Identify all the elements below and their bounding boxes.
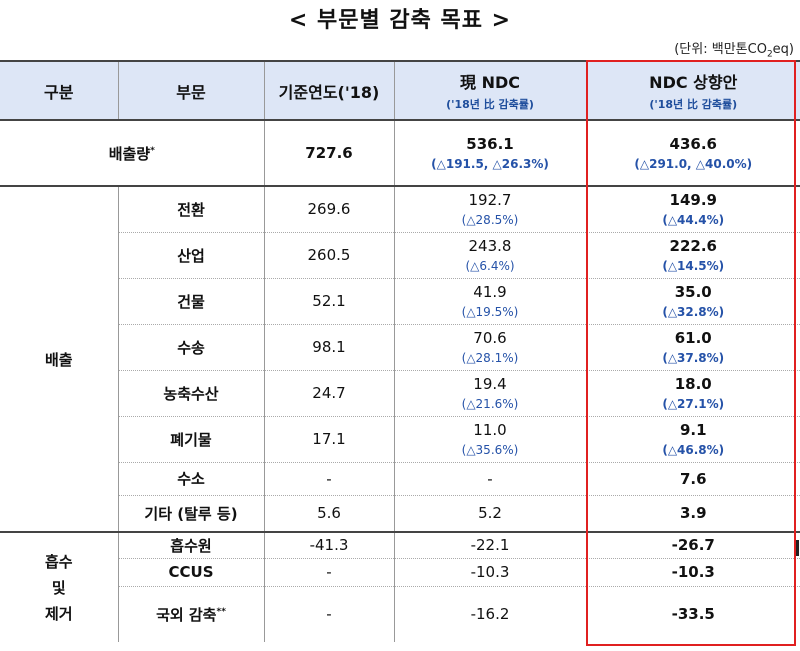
total-base: 727.6 xyxy=(264,120,395,186)
sector-label: CCUS xyxy=(118,558,265,586)
total-current: 536.1 (△191.5, △26.3%) xyxy=(394,120,587,186)
reduction-target-table: 구분 부문 기준연도('18) 現 NDC ('18년 比 감축률) NDC 상… xyxy=(0,60,800,642)
sector-label: 농축수산 xyxy=(118,370,265,416)
unit-note: (단위: 백만톤CO2eq) xyxy=(674,42,794,60)
header-current-ndc: 現 NDC ('18년 比 감축률) xyxy=(394,60,587,121)
page-title: < 부문별 감축 목표 > xyxy=(288,8,512,33)
table-row: 배출 전환 269.6 192.7 (△28.5%) 149.9 (△44.4%) xyxy=(0,186,800,533)
header-sector: 부문 xyxy=(118,60,265,121)
current-cell: 5.2 xyxy=(394,495,587,532)
proposed-cell: 222.6 (△14.5%) xyxy=(662,237,725,273)
sector-label: 폐기물 xyxy=(118,416,265,462)
total-proposed: 436.6 (△291.0, △40.0%) xyxy=(634,135,753,171)
base-value: 52.1 xyxy=(264,278,395,324)
base-value: 98.1 xyxy=(264,324,395,370)
proposed-cell: 18.0 (△27.1%) xyxy=(662,375,725,411)
total-emission-row: 배출량* 727.6 536.1 (△191.5, △26.3%) 436.6 … xyxy=(0,120,800,186)
base-value: 5.6 xyxy=(264,495,395,532)
sector-label: 건물 xyxy=(118,278,265,324)
edge-tick-mark xyxy=(796,540,799,556)
base-value: 260.5 xyxy=(264,232,395,278)
proposed-cell: 149.9 (△44.4%) xyxy=(662,191,725,228)
base-value: 17.1 xyxy=(264,416,395,462)
table-row: 농축수산 24.7 19.4 (△21.6%) 18.0 (△27.1%) xyxy=(0,370,800,416)
header-base-year: 기준연도('18) xyxy=(264,60,395,121)
proposed-cell: 3.9 xyxy=(679,504,707,523)
table-row: 폐기물 17.1 11.0 (△35.6%) 9.1 (△46.8%) xyxy=(0,416,800,462)
table-row: 흡수 및 제거 흡수원 -41.3 -22.1 -26.7 xyxy=(0,532,800,642)
proposed-cell: -33.5 xyxy=(671,605,715,624)
header-row: 구분 부문 기준연도('18) 現 NDC ('18년 比 감축률) NDC 상… xyxy=(0,60,800,121)
table-row: CCUS - -10.3 -10.3 xyxy=(0,558,800,586)
proposed-cell: 7.6 xyxy=(679,469,707,488)
proposed-cell: 35.0 (△32.8%) xyxy=(662,283,725,319)
group-absorb-label: 흡수 및 제거 xyxy=(0,532,119,642)
table-row: 건물 52.1 41.9 (△19.5%) 35.0 (△32.8%) xyxy=(0,278,800,324)
sector-label: 흡수원 xyxy=(118,532,265,558)
table-row: 기타 (탈루 등) 5.6 5.2 3.9 xyxy=(0,495,800,532)
table-row: 국외 감축** - -16.2 -33.5 xyxy=(0,586,800,642)
current-cell: 41.9 (△19.5%) xyxy=(394,278,587,324)
base-value: 269.6 xyxy=(264,186,395,232)
base-value: - xyxy=(264,586,395,642)
current-cell: 192.7 (△28.5%) xyxy=(394,186,587,232)
current-cell: -16.2 xyxy=(394,586,587,642)
current-cell: 19.4 (△21.6%) xyxy=(394,370,587,416)
base-value: -41.3 xyxy=(264,532,395,558)
header-proposed-ndc: NDC 상향안 ('18년 比 감축률) xyxy=(586,60,800,121)
table-row: 수소 - - 7.6 xyxy=(0,462,800,495)
proposed-cell: -10.3 xyxy=(671,563,715,581)
header-category: 구분 xyxy=(0,60,119,121)
current-cell: 70.6 (△28.1%) xyxy=(394,324,587,370)
proposed-cell: -26.7 xyxy=(671,536,715,555)
group-emission-label: 배출 xyxy=(0,186,119,533)
total-emission-label: 배출량* xyxy=(0,120,265,186)
sector-label: 산업 xyxy=(118,232,265,278)
base-value: 24.7 xyxy=(264,370,395,416)
proposed-cell: 9.1 (△46.8%) xyxy=(662,421,725,457)
base-value: - xyxy=(264,558,395,586)
proposed-cell: 61.0 (△37.8%) xyxy=(662,329,725,365)
sector-label: 수송 xyxy=(118,324,265,370)
sector-label: 수소 xyxy=(118,462,265,495)
sector-label: 기타 (탈루 등) xyxy=(118,495,265,532)
table-row: 수송 98.1 70.6 (△28.1%) 61.0 (△37.8%) xyxy=(0,324,800,370)
current-cell: - xyxy=(394,462,587,495)
base-value: - xyxy=(264,462,395,495)
sector-label: 전환 xyxy=(118,186,265,232)
current-cell: 11.0 (△35.6%) xyxy=(394,416,587,462)
sector-label: 국외 감축** xyxy=(118,586,265,642)
current-cell: -10.3 xyxy=(394,558,587,586)
table-row: 산업 260.5 243.8 (△6.4%) 222.6 (△14.5%) xyxy=(0,232,800,278)
current-cell: -22.1 xyxy=(394,532,587,558)
current-cell: 243.8 (△6.4%) xyxy=(394,232,587,278)
